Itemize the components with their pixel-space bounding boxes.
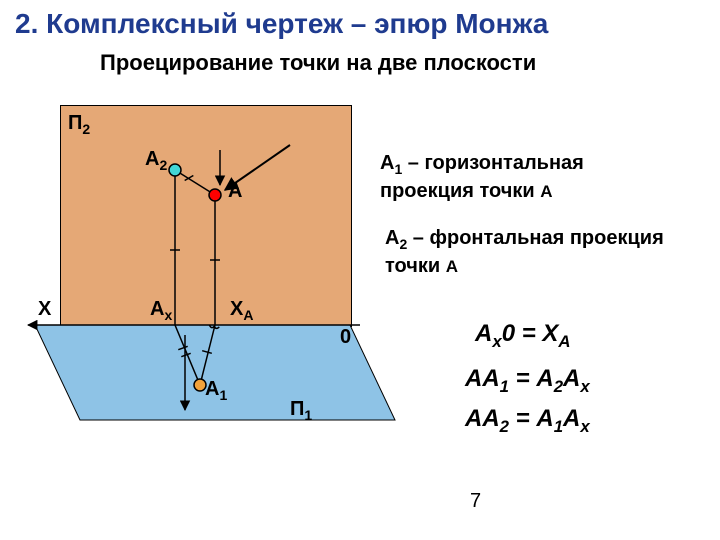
point-A xyxy=(209,189,221,201)
label-A1: А1 xyxy=(205,378,227,403)
label-pi2: П2 xyxy=(68,112,90,137)
equation-2: АА1 = А2Ах xyxy=(465,365,590,397)
equation-3: АА2 = А1Ах xyxy=(465,405,590,437)
label-Ax: Ах xyxy=(150,298,172,323)
label-x: X xyxy=(38,298,51,321)
label-A: А xyxy=(228,180,242,203)
equation-1: Ах0 = ХА xyxy=(475,320,571,352)
label-A2: А2 xyxy=(145,148,167,173)
label-pi1: П1 xyxy=(290,398,312,423)
definition-a1: А1 – горизонтальнаяпроекция точки А xyxy=(380,150,584,204)
label-zero: 0 xyxy=(340,326,351,349)
label-XA: ХА xyxy=(230,298,253,323)
line-A2-A xyxy=(175,170,215,195)
point-A2 xyxy=(169,164,181,176)
definition-a2: А2 – фронтальная проекцияточки А xyxy=(385,225,664,279)
page-number: 7 xyxy=(470,490,481,513)
